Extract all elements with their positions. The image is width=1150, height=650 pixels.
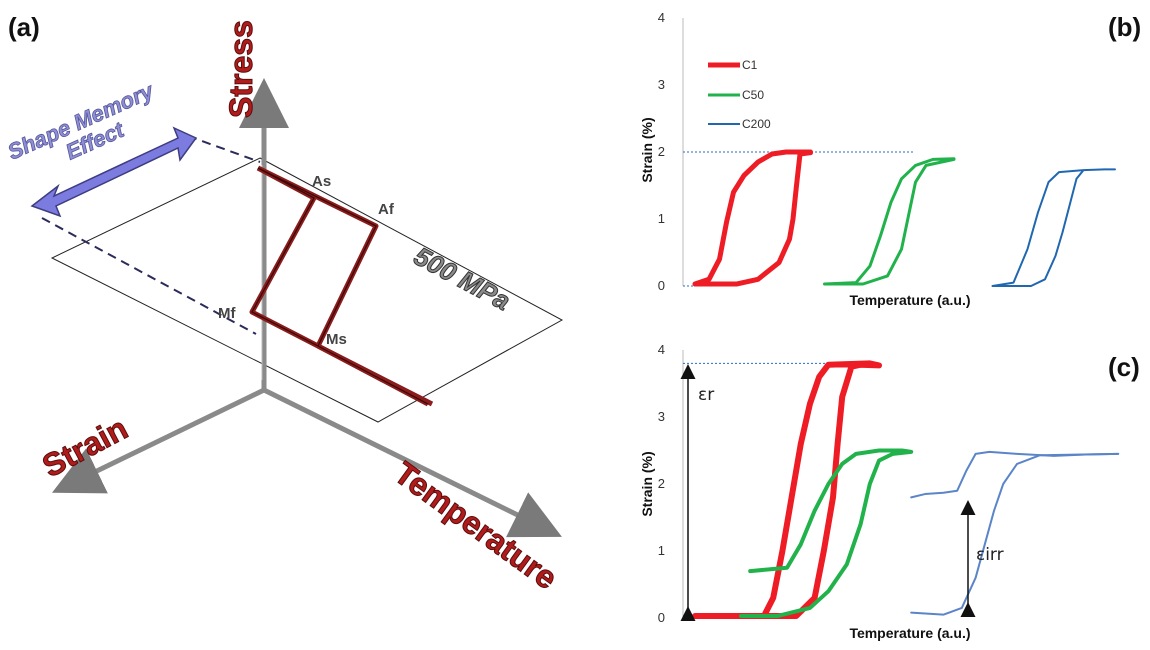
er-label: εr (698, 385, 714, 405)
panel-c-ylabel: Strain (%) (639, 451, 655, 516)
point-as: As (312, 173, 331, 190)
eirr-label: εirr (976, 545, 1004, 565)
y-tick-label: 4 (658, 342, 665, 357)
strain-axis-label: Strain (36, 410, 133, 484)
panel-c: (c) Strain (%) Temperature (a.u.) 01234 … (639, 342, 1140, 641)
stress-axis-label: Stress (223, 20, 259, 118)
dashed-guide-lower (41, 217, 257, 335)
panel-b-xlabel: Temperature (a.u.) (849, 292, 970, 308)
panel-a-label: (a) (8, 12, 40, 42)
panel-b-ylabel: Strain (%) (639, 117, 655, 182)
legend-c50: C50 (742, 88, 764, 102)
y-tick-label: 1 (658, 211, 665, 226)
temperature-axis (262, 387, 562, 538)
series-line (910, 450, 1120, 499)
series-line (692, 149, 813, 287)
panel-c-label: (c) (1108, 352, 1140, 382)
y-tick-label: 0 (658, 610, 665, 625)
point-af: Af (378, 201, 395, 218)
y-tick-label: 2 (658, 476, 665, 491)
series-line (692, 360, 882, 619)
legend-c1: C1 (742, 58, 758, 72)
y-tick-label: 2 (658, 144, 665, 159)
panel-b-legend: C1 C50 C200 (708, 58, 771, 131)
series-line (910, 452, 1120, 616)
panel-a: (a) 500 MPa Shape Memory Effect Stress S… (3, 12, 564, 597)
y-tick-label: 1 (658, 543, 665, 558)
y-tick-label: 3 (658, 409, 665, 424)
dashed-guide-upper (187, 135, 261, 163)
series-line (991, 168, 1116, 287)
panel-b-label: (b) (1108, 12, 1141, 42)
shape-memory-arrow (30, 126, 198, 218)
y-tick-label: 4 (658, 10, 665, 25)
series-line (739, 448, 914, 618)
hysteresis-loop (249, 165, 434, 407)
plane-label: 500 MPa (409, 241, 515, 316)
series-line (823, 157, 956, 286)
point-mf: Mf (218, 305, 236, 322)
y-tick-label: 0 (658, 278, 665, 293)
legend-c200: C200 (742, 117, 771, 131)
point-ms: Ms (326, 331, 347, 348)
panel-b: (b) Strain (%) Temperature (a.u.) 01234 … (639, 10, 1141, 308)
strain-axis (52, 387, 266, 494)
stress-plane (50, 157, 564, 423)
panel-c-xlabel: Temperature (a.u.) (849, 625, 970, 641)
y-tick-label: 3 (658, 77, 665, 92)
